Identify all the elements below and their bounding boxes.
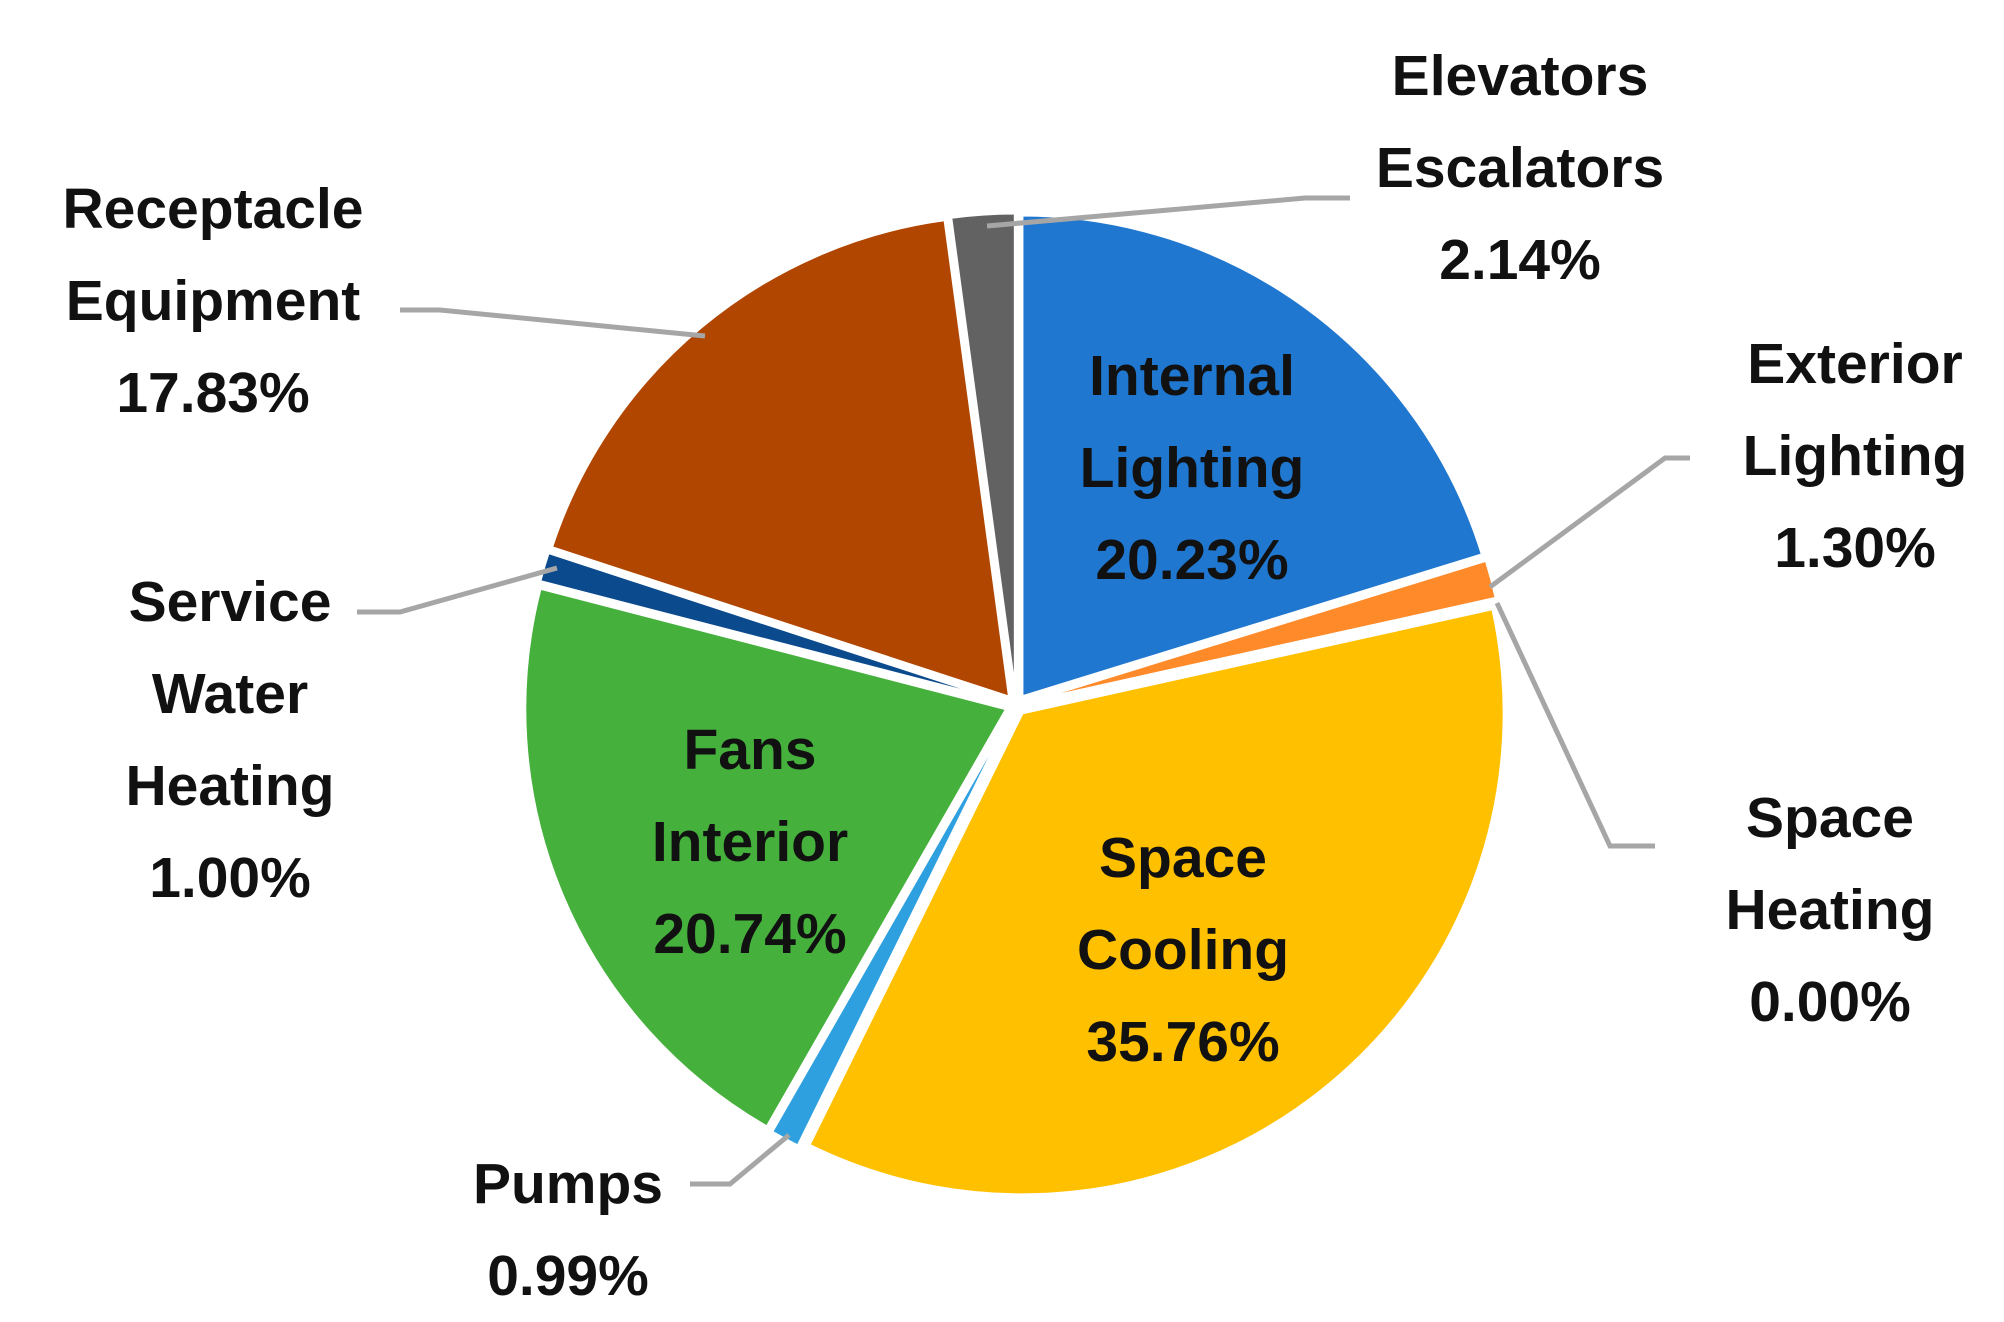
slice-value-label: 20.23% xyxy=(1095,528,1289,592)
slice-label-line: Space xyxy=(1746,786,1914,850)
pie-slice-internal-lighting xyxy=(1020,213,1485,699)
leader-line-elevators-escalators xyxy=(986,195,1350,229)
slice-label-line: Service xyxy=(128,570,332,634)
slice-label-line: Receptacle xyxy=(62,177,364,241)
slice-label-line: Cooling xyxy=(1076,918,1290,982)
slice-label-line: Exterior xyxy=(1747,332,1963,396)
pie-slice-space-cooling xyxy=(806,606,1506,1197)
slice-label-space-cooling: Space Cooling 35.76% xyxy=(1003,812,1363,1088)
slice-label-line: Heating xyxy=(1725,878,1935,942)
slice-label-line: Interior xyxy=(651,810,849,874)
slice-label-elevators-escalators: Elevators Escalators 2.14% xyxy=(1340,30,1700,306)
slice-value-label: 1.30% xyxy=(1774,516,1936,580)
slice-label-service-water-heating: Service Water Heating 1.00% xyxy=(50,556,410,924)
slice-label-line: Lighting xyxy=(1742,424,1968,488)
slice-label-internal-lighting: Internal Lighting 20.23% xyxy=(1012,330,1372,606)
slice-value-label: 17.83% xyxy=(116,361,310,425)
slice-value-label: 2.14% xyxy=(1439,228,1601,292)
slice-label-space-heating: Space Heating 0.00% xyxy=(1650,772,2004,1048)
leader-line-pumps xyxy=(690,1133,791,1187)
slice-label-fans-interior: Fans Interior 20.74% xyxy=(570,704,930,980)
slice-value-label: 1.00% xyxy=(149,846,311,910)
slice-value-label: 0.00% xyxy=(1749,970,1911,1034)
slice-label-pumps: Pumps 0.99% xyxy=(388,1138,748,1322)
pie-slice-receptacle-equipment xyxy=(549,217,1012,700)
slice-label-exterior-lighting: Exterior Lighting 1.30% xyxy=(1675,318,2004,594)
leader-line-service-water-heating xyxy=(357,565,558,615)
pie-slice-elevators-escalators xyxy=(949,211,1017,696)
slice-label-line: Pumps xyxy=(472,1152,664,1216)
slice-label-line: Internal xyxy=(1089,344,1295,408)
slice-label-receptacle-equipment: Receptacle Equipment 17.83% xyxy=(33,163,393,439)
pie-slice-exterior-lighting xyxy=(1025,558,1499,704)
pie-slice-service-water-heating xyxy=(537,550,1007,704)
leader-line-space-heating xyxy=(1494,601,1655,849)
slice-label-line: Water xyxy=(151,662,309,726)
slice-label-line: Fans xyxy=(683,718,817,782)
slice-label-line: Heating xyxy=(125,754,335,818)
slice-label-line: Elevators xyxy=(1391,44,1649,108)
slice-value-label: 35.76% xyxy=(1086,1010,1280,1074)
slice-label-line: Space xyxy=(1099,826,1267,890)
leader-line-exterior-lighting xyxy=(1488,455,1690,590)
slice-label-line: Lighting xyxy=(1079,436,1305,500)
slice-value-label: 20.74% xyxy=(653,902,847,966)
slice-value-label: 0.99% xyxy=(487,1244,649,1308)
slice-label-line: Escalators xyxy=(1375,136,1665,200)
leader-line-receptacle-equipment xyxy=(400,307,706,339)
pie-slice-fans-interior xyxy=(523,586,1010,1130)
slice-label-line: Equipment xyxy=(65,269,361,333)
